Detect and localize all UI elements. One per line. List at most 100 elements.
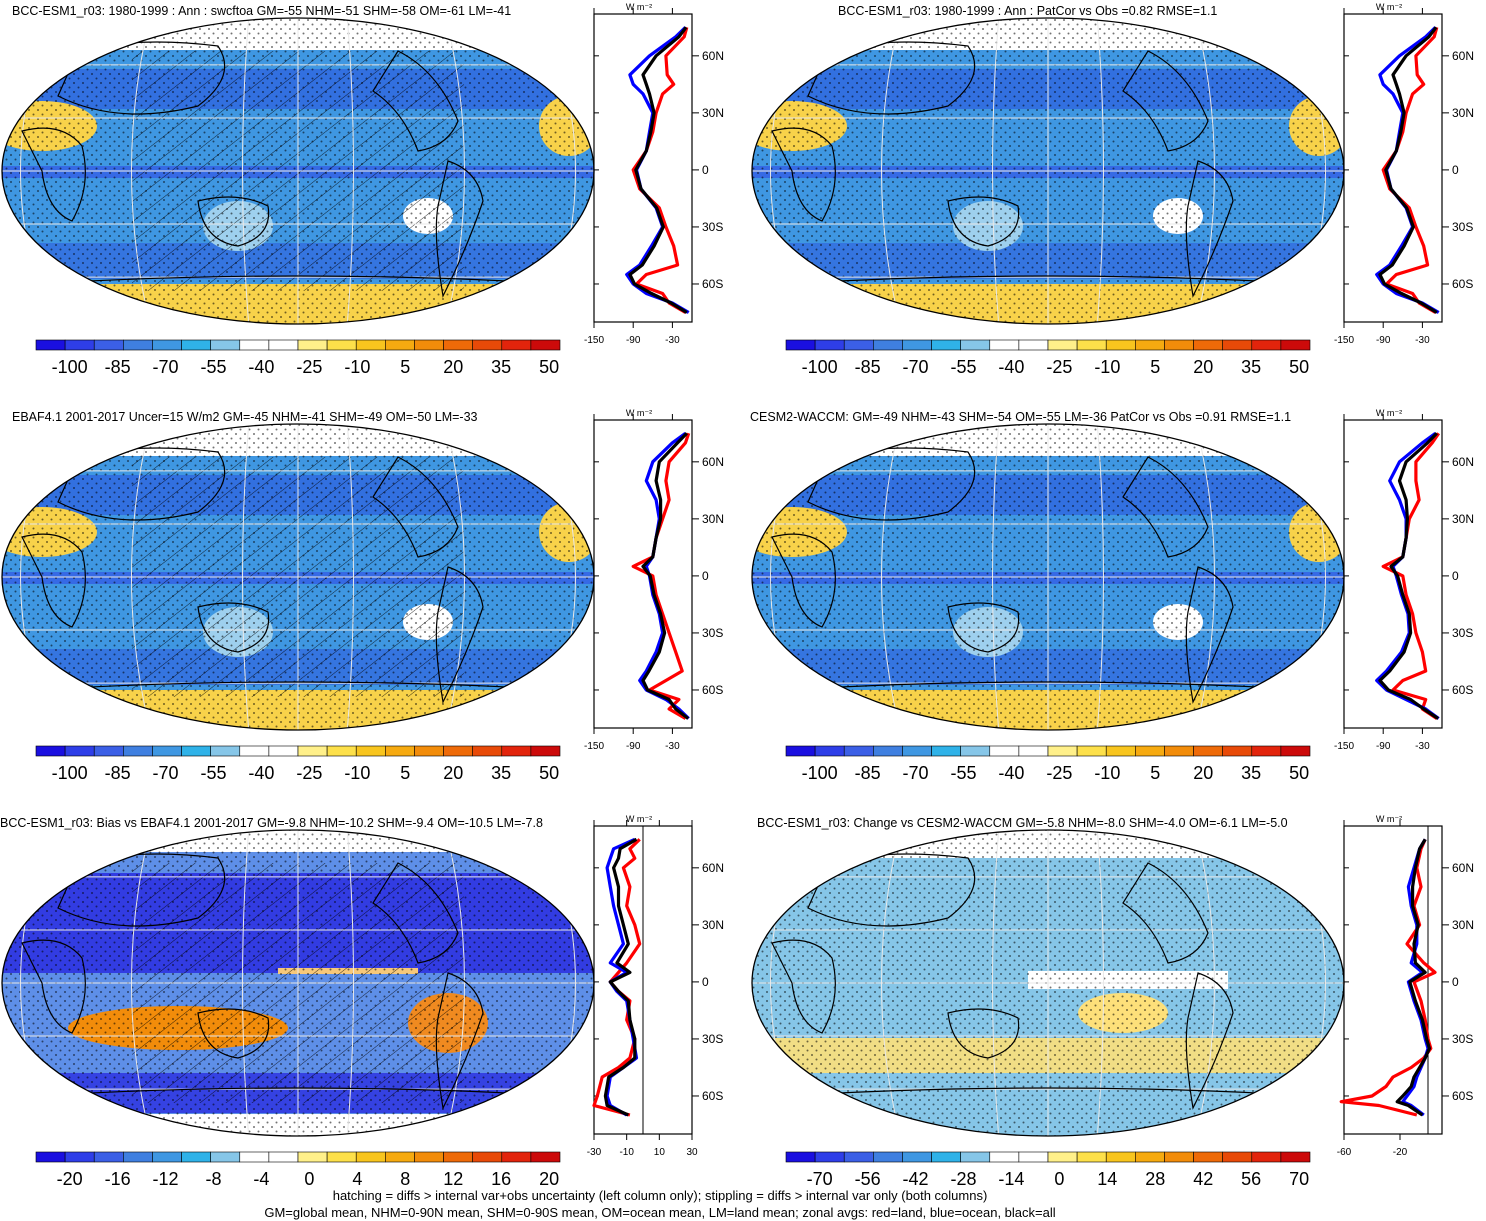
zonal-x-tick-label: 30 [686,1147,698,1158]
zonal-series-land [1381,26,1439,314]
map-field [752,424,1344,730]
colorbar-cell [443,1151,473,1163]
meridian-line [1195,424,1215,730]
zonal-series-all [641,432,690,720]
north-america-coastline [372,862,459,964]
colorbar-cell [326,339,357,351]
colorbar-cell [443,339,473,351]
zonal-plot-frame [593,419,693,729]
colorbar-cell [785,745,816,757]
zonal-series-all [1378,26,1438,314]
colorbar-tick-label: 4 [352,1169,362,1189]
zonal-x-tick-label: -150 [584,335,604,346]
lat-tick-label: 60N [702,861,724,875]
zonal-x-tick-label: -90 [626,335,641,346]
zonal-series-land [631,432,691,720]
meridian-line [1195,18,1215,324]
lat-tick-label: 60S [1452,683,1473,697]
colorbar-tick-label: 50 [1289,763,1309,783]
colorbar-tick-label: -4 [253,1169,269,1189]
colorbar-tick-label: 20 [443,763,463,783]
colorbar-tick-label: -25 [296,763,322,783]
colorbar-tick-label: 50 [539,763,559,783]
colorbar-cell [902,1151,932,1163]
footer-line-1: hatching = diffs > internal var+obs unce… [332,1188,988,1203]
colorbar-tick-label: 5 [400,763,410,783]
lat-tick-label: 30S [1452,1032,1473,1046]
eurasia-coastline [57,41,226,115]
meridian-line [881,830,901,1136]
colorbar-cell [1076,339,1107,351]
colorbar-tick-label: -85 [855,357,881,377]
colorbar-cell [472,339,503,351]
panel-1: BCC-ESM1_r03: 1980-1999 : Ann : swcftoa … [1,2,724,377]
meridian-line [445,18,465,324]
lat-tick-label: 30S [1452,220,1473,234]
colorbar-tick-label: 0 [304,1169,314,1189]
zonal-x-tick-label: -20 [1393,1147,1408,1158]
colorbar-cell [989,339,1020,351]
panel-title: BCC-ESM1_r03: Bias vs EBAF4.1 2001-2017 … [0,816,543,830]
colorbar-cell [814,745,845,757]
colorbar-cell [1280,745,1311,757]
colorbar-cell [873,1151,903,1163]
colorbar-cell [64,1151,95,1163]
zonal-series-all [1395,838,1432,1117]
colorbar-cell [385,1151,415,1163]
zonal-x-tick-label: -150 [584,741,604,752]
africa-coastline [21,939,86,1034]
zonal-plot-frame [1343,13,1443,323]
colorbar-cell [181,1151,211,1163]
colorbar-cell [873,339,903,351]
colorbar-tick-label: 42 [1193,1169,1213,1189]
colorbar-tick-label: 50 [539,357,559,377]
colorbar-tick-label: -55 [200,763,226,783]
colorbar-cell [326,1151,357,1163]
panel-title: EBAF4.1 2001-2017 Uncer=15 W/m2 GM=-45 N… [12,410,478,424]
zonal-series-land [631,26,689,314]
colorbar-cell [1164,339,1194,351]
colorbar-tick-label: -85 [105,763,131,783]
meridian-line [1096,830,1104,1136]
panel-title: BCC-ESM1_r03: 1980-1999 : Ann : PatCor v… [838,4,1217,18]
lat-tick-label: 60S [702,1089,723,1103]
panel-6: BCC-ESM1_r03: Change vs CESM2-WACCM GM=-… [751,814,1474,1189]
colorbar-cell [1135,339,1165,351]
colorbar-tick-label: -100 [52,763,88,783]
colorbar-cell [123,745,153,757]
colorbar-cell [1105,339,1136,351]
colorbar-cell [297,745,328,757]
zonal-x-tick-label: -30 [587,1147,602,1158]
colorbar-cell [93,1151,124,1163]
lat-tick-label: 30N [1452,918,1474,932]
colorbar-tick-label: -55 [950,763,976,783]
lat-tick-label: 60S [1452,277,1473,291]
zonal-series-all [1378,432,1439,720]
colorbar-tick-label: 20 [443,357,463,377]
colorbar-cell [297,1151,328,1163]
map-field [2,424,594,730]
zonal-x-tick-label: -30 [1415,335,1430,346]
colorbar-cell [1251,339,1282,351]
zonal-x-tick-label: -90 [626,741,641,752]
colorbar-cell [64,745,95,757]
zonal-x-tick-label: -10 [619,1147,634,1158]
meridian-line [1096,424,1104,730]
colorbar-tick-label: -85 [105,357,131,377]
meridian-line [242,424,250,730]
colorbar-cell [239,745,270,757]
colorbar-cell [93,339,124,351]
colorbar-cell [1193,339,1223,351]
lat-tick-label: 0 [702,975,709,989]
colorbar-cell [268,339,299,351]
colorbar-tick-label: -28 [950,1169,976,1189]
colorbar-tick-label: -85 [855,763,881,783]
meridian-line [131,830,151,1136]
colorbar-tick-label: 50 [1289,357,1309,377]
eurasia-coastline [57,447,226,521]
colorbar-tick-label: 5 [1150,763,1160,783]
graticule [752,830,1344,1136]
colorbar-tick-label: -70 [153,357,179,377]
colorbar-cell [472,745,503,757]
lat-tick-label: 30N [1452,512,1474,526]
